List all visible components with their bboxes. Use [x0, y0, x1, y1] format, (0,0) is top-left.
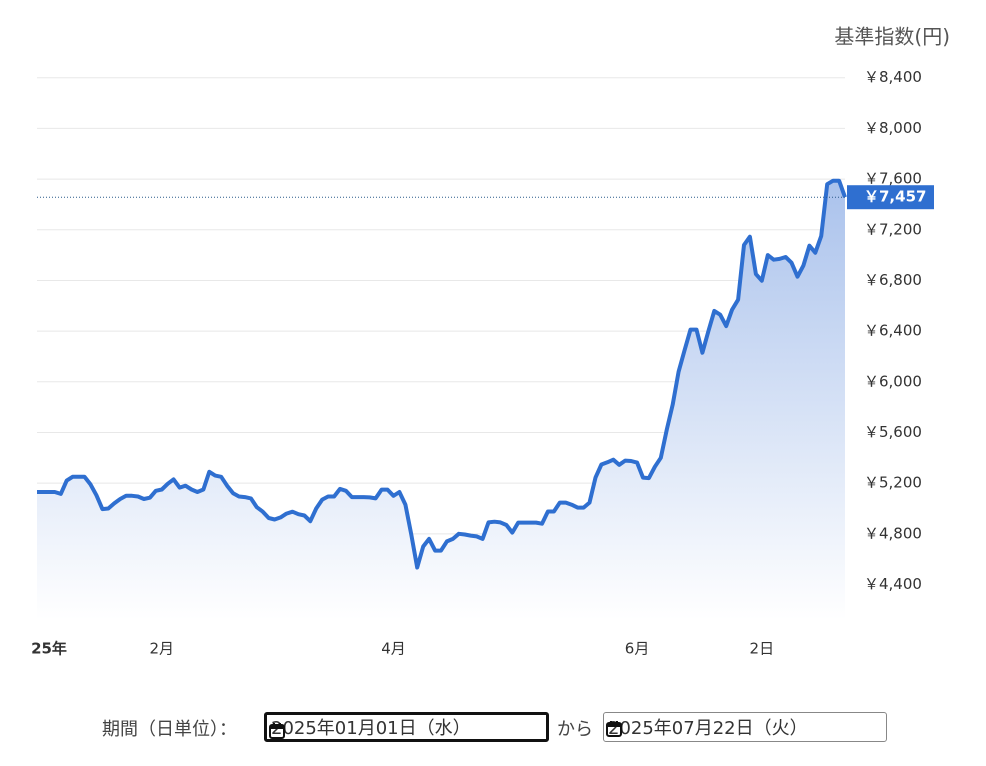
x-tick-label: 2日 [750, 640, 775, 658]
y-tick-label: ￥7,200 [864, 220, 922, 238]
y-tick-label: ￥6,800 [864, 271, 922, 289]
x-tick-label: 2月 [149, 640, 174, 658]
start-date-input[interactable]: 2025年01月01日（水） [264, 712, 549, 742]
y-tick-label: ￥8,400 [864, 68, 922, 86]
end-date: 2025年07月22日（火） [608, 718, 808, 739]
current-value-box [847, 185, 934, 210]
y-tick-label: ￥7,600 [864, 170, 922, 188]
y-tick-label: ￥4,800 [864, 524, 922, 542]
x-tick-label: 25年 [31, 640, 67, 658]
y-tick-label: ￥8,000 [864, 119, 922, 137]
current-value-label: ￥7,457 [864, 188, 926, 206]
y-axis-title: 基準指数(円) [834, 25, 950, 49]
area [37, 180, 845, 620]
y-tick-label: ￥6,000 [864, 372, 922, 390]
separator: から [557, 719, 593, 740]
calendar-icon[interactable] [604, 719, 624, 739]
x-tick-label: 4月 [381, 640, 406, 658]
line [37, 178, 847, 570]
y-tick-label: ￥5,600 [864, 423, 922, 441]
start-date: 2025年01月01日（水） [271, 718, 471, 739]
y-tick-label: ￥6,400 [864, 322, 922, 340]
y-tick-label: ￥5,200 [864, 474, 922, 492]
period-label: 期間（日単位）： [102, 719, 237, 740]
chart: 基準指数(円) ￥4,400 ￥4,800 ￥5,200 ￥5,600 ￥6,000 ￥6… [31, 25, 950, 658]
end-date-input[interactable]: 2025年07月22日（火） [603, 712, 887, 742]
y-tick-label: ￥4,400 [864, 575, 922, 593]
x-tick-label: 6月 [625, 640, 650, 658]
calendar-icon[interactable] [267, 721, 287, 741]
